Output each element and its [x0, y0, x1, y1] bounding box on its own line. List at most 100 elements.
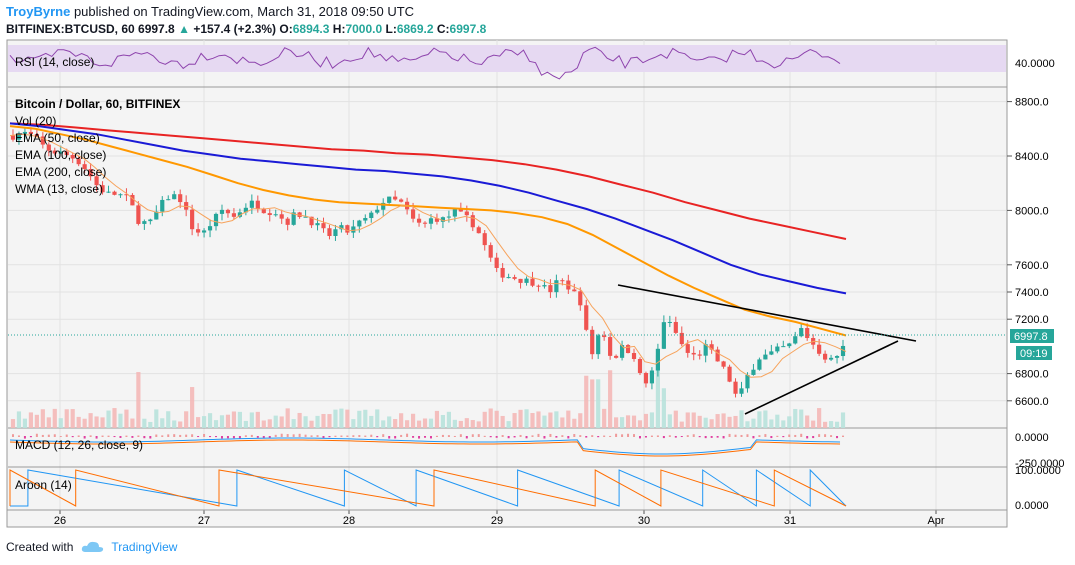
candle-body-112 — [679, 332, 684, 345]
macd-hist-125 — [758, 435, 761, 437]
macd-hist-127 — [770, 436, 773, 439]
volume-bar-50 — [309, 420, 314, 428]
macd-hist-122 — [740, 434, 743, 437]
volume-bar-107 — [649, 412, 655, 428]
macd-hist-70 — [429, 436, 432, 439]
macd-hist-59 — [364, 435, 367, 437]
candle-body-16 — [106, 191, 111, 193]
volume-bar-25 — [160, 418, 165, 428]
aroon-tick-0: 100.0000 — [1015, 465, 1061, 477]
macd-hist-20 — [131, 436, 134, 438]
volume-bar-128 — [775, 414, 780, 428]
macd-hist-120 — [728, 433, 731, 437]
volume-bar-129 — [781, 420, 786, 428]
candle-body-33 — [207, 226, 213, 231]
macd-hist-28 — [179, 434, 182, 437]
aroon-label: Aroon (14) — [15, 478, 72, 492]
candle-body-101 — [614, 355, 619, 358]
macd-line — [9, 437, 841, 455]
volume-bar-29 — [184, 411, 189, 428]
volume-bar-12 — [82, 418, 87, 428]
candle-body-75 — [458, 209, 463, 212]
candle-body-6 — [46, 144, 51, 151]
volume-bar-49 — [303, 416, 308, 428]
candle-body-73 — [446, 216, 451, 218]
candle-body-23 — [148, 219, 153, 222]
macd-hist-47 — [292, 434, 295, 437]
price-tick-label-3: 7600.0 — [1015, 260, 1049, 272]
volume-bar-34 — [213, 420, 219, 428]
volume-bar-88 — [536, 411, 541, 428]
macd-hist-55 — [340, 435, 343, 437]
time-tick-label-6: Apr — [927, 515, 944, 527]
volume-bar-41 — [255, 411, 260, 428]
macd-hist-139 — [842, 435, 845, 437]
volume-bar-63 — [387, 416, 392, 428]
macd-hist-63 — [388, 436, 391, 439]
candle-body-42 — [261, 208, 266, 214]
price-tick-label-2: 8000.0 — [1015, 205, 1049, 217]
macd-hist-130 — [788, 434, 791, 437]
macd-hist-8 — [59, 435, 62, 437]
candle-body-50 — [309, 216, 314, 226]
candle-body-22 — [142, 221, 147, 224]
volume-bar-78 — [476, 421, 481, 428]
legend-entry-1: EMA (50, close) — [15, 131, 100, 145]
wma13-line — [9, 133, 847, 378]
macd-hist-74 — [453, 435, 456, 437]
volume-bar-127 — [769, 419, 774, 428]
macd-hist-79 — [483, 435, 486, 437]
macd-hist-25 — [161, 435, 164, 437]
triangle-upper-line[interactable] — [617, 284, 917, 342]
macd-hist-12 — [83, 436, 86, 439]
volume-bar-82 — [500, 415, 505, 428]
candle-body-60 — [369, 212, 374, 219]
macd-signal-line — [9, 439, 841, 457]
volume-bar-5 — [40, 409, 45, 428]
macd-hist-101 — [615, 433, 618, 437]
triangle-lower-line[interactable] — [744, 340, 899, 415]
macd-hist-118 — [716, 436, 719, 438]
volume-bar-21 — [136, 372, 141, 428]
volume-bar-67 — [410, 413, 416, 428]
volume-bar-94 — [572, 418, 577, 428]
candle-body-74 — [452, 209, 457, 217]
macd-hist-109 — [662, 436, 665, 439]
candle-body-95 — [578, 291, 583, 306]
candle-body-107 — [649, 370, 655, 384]
macd-hist-10 — [71, 436, 74, 438]
candle-body-85 — [518, 278, 523, 283]
chart-canvas[interactable]: RSI (14, close) Bitcoin / Dollar, 60, BI… — [0, 0, 1075, 530]
author-name[interactable]: TroyByrne — [6, 4, 71, 19]
macd-hist-29 — [185, 434, 188, 437]
volume-bar-104 — [631, 415, 637, 428]
volume-bar-108 — [655, 355, 660, 428]
high-label: H: — [332, 22, 346, 36]
volume-bar-81 — [494, 410, 499, 428]
macd-hist-96 — [585, 436, 588, 438]
publish-info: TroyByrne published on TradingView.com, … — [6, 4, 414, 19]
tradingview-brand-link[interactable]: TradingView — [111, 540, 178, 554]
candle-body-122 — [739, 388, 744, 394]
candle-body-53 — [327, 228, 332, 237]
volume-bar-74 — [452, 419, 457, 428]
volume-bar-87 — [530, 413, 535, 428]
candle-body-36 — [225, 209, 231, 214]
price-axis-ticks: 8800.0 8400.0 8000.0 7600.0 7400.0 7200.0 6800… — [1007, 97, 1049, 408]
candle-body-71 — [434, 218, 440, 222]
volume-bar-96 — [584, 375, 589, 428]
macd-hist-32 — [203, 433, 206, 437]
macd-hist-57 — [352, 435, 355, 437]
volume-bar-84 — [512, 413, 517, 428]
volume-bar-23 — [148, 421, 153, 428]
macd-hist-42 — [262, 436, 265, 439]
macd-hist-71 — [435, 435, 438, 437]
macd-hist-117 — [710, 436, 713, 438]
macd-hist-135 — [818, 434, 821, 437]
volume-bar-124 — [751, 418, 756, 428]
candle-body-18 — [118, 194, 123, 196]
price-tick-label-7: 6600.0 — [1015, 396, 1049, 408]
high-value: 7000.0 — [345, 22, 383, 36]
candle-body-30 — [190, 209, 195, 230]
volume-bar-66 — [405, 420, 410, 428]
